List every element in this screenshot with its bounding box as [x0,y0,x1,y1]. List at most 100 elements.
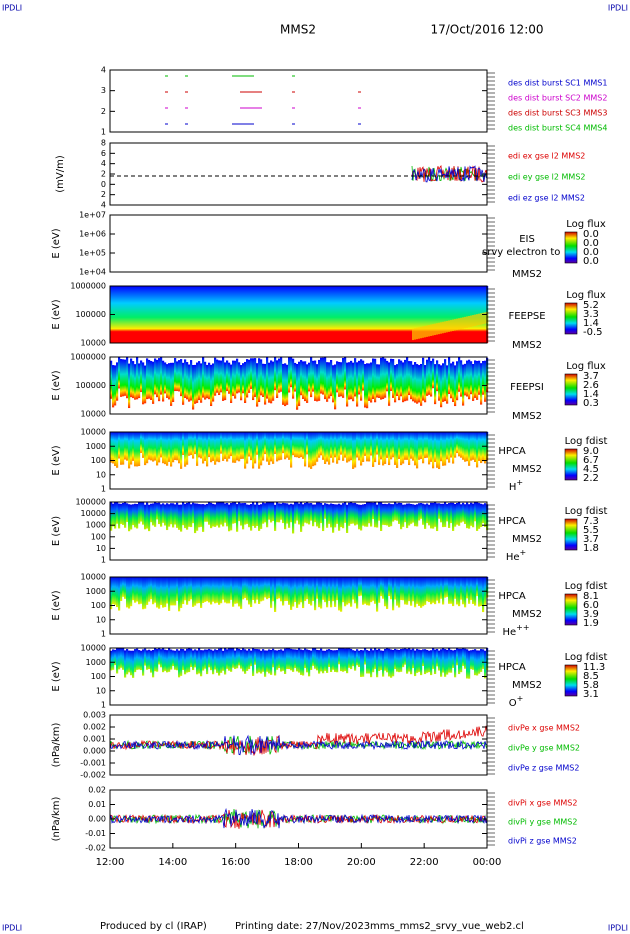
spectrogram-strip [268,286,271,343]
spectrogram-strip [258,432,261,469]
spectrogram-strip [280,503,283,520]
colorbar [564,231,578,264]
spectrogram-strip [394,502,397,521]
spectrogram-strip [262,502,265,524]
y-tick-label: 0.000 [83,747,106,756]
spectrogram-strip [214,357,217,396]
spectrogram-strip [274,577,277,612]
spectrogram-strip [396,577,399,606]
spectrogram-strip [250,577,253,608]
spectrogram-strip [410,649,413,675]
spectrogram-strip [372,502,375,520]
spectrogram-strip [348,432,351,462]
spectrogram-strip [156,286,159,343]
spectrogram-strip [350,502,353,524]
spectrogram-strip [414,328,417,340]
spectrogram-strip [328,432,331,465]
spectrogram-strip [214,286,217,343]
spectrogram-strip [234,502,237,524]
spectrogram-strip [438,650,441,671]
spectrogram-strip [428,432,431,465]
spectrogram-strip [448,357,451,394]
spectrogram-strip [446,504,449,522]
spectrogram-strip [418,327,421,339]
spectrogram-strip [264,503,267,523]
spectrogram-strip [282,650,285,671]
legend-entry: edi ey gse l2 MMS2 [508,173,586,182]
spectrogram-strip [422,649,425,667]
colorbar-label: 3.7 [583,534,599,545]
spectrogram-strip [242,503,245,530]
spectrogram-strip [454,577,457,599]
spectrogram-strip [156,432,159,466]
spectrogram-strip [222,577,225,600]
colorbar-label: 0.0 [583,256,599,267]
spectrogram-strip [176,286,179,343]
spectrogram-strip [312,504,315,527]
spectrogram-strip [362,504,365,526]
species-charge: + [516,478,523,487]
spectrogram-strip [274,432,277,454]
colorbar-label: 2.6 [583,380,599,391]
spectrogram-strip [318,286,321,343]
spectrogram-strip [444,286,447,343]
colorbar-label: 4.5 [583,464,599,475]
spectrogram-strip [338,577,341,611]
spectrogram-strip [258,358,261,403]
spectrogram-strip [290,577,293,610]
spectrogram-strip [278,286,281,343]
y-tick-label: 2 [101,190,106,199]
spectrogram-strip [134,432,137,467]
instrument-label: FEEPSI [510,382,544,393]
spectrogram-strip [212,286,215,343]
spectrogram-strip [184,359,187,398]
colorbar-label: 3.9 [583,609,599,620]
spectrogram-strip [416,648,419,673]
spectrogram-strip [422,432,425,464]
spectrogram-strip [300,286,303,343]
spectrogram-strip [252,358,255,401]
spectrogram-strip [248,359,251,393]
spectrogram-strip [298,286,301,343]
spectrogram-strip [220,502,223,525]
spectrogram-strip [468,359,471,400]
spectrogram-strip [216,359,219,393]
footer-date: Printing date: 27/Nov/2023 [235,921,370,932]
colorbar-label: 3.7 [583,371,599,382]
spectrogram-strip [398,432,401,459]
spectrogram-strip [172,650,175,667]
spectrogram-strip [390,504,393,527]
spectrogram-strip [180,504,183,532]
panel: 1000000 100000 10000 E (eV) FEEPSI MMS2 Log fl… [51,353,606,423]
spectrogram-strip [270,432,273,462]
spectrogram-strip [452,319,455,331]
spectrogram-strip [450,432,453,458]
spectrogram-strip [406,503,409,529]
spectrogram-strip [282,502,285,524]
spectrogram-strip [402,432,405,464]
spectrogram-strip [186,432,189,465]
spectrogram-strip [208,648,211,668]
spectrogram-strip [254,286,257,343]
spectrogram-strip [440,432,443,462]
spectrogram-strip [424,577,427,605]
spectrogram-strip [210,577,213,605]
spectrogram-strip [188,648,191,673]
spectrogram-strip [222,502,225,527]
spectrogram-strip [326,503,329,528]
spectrogram-strip [116,577,119,608]
colorbar-title: Log fdist [565,652,608,663]
spectrogram-strip [398,286,401,343]
spectrogram-strip [196,503,199,531]
spectrogram-strip [310,650,313,670]
spectrogram-strip [338,648,341,665]
spectrogram-strip [206,649,209,675]
y-axis-label: E (eV) [51,299,62,329]
spectrogram-strip [154,577,157,603]
spectrogram-strip [230,432,233,457]
spectrogram-strip [308,432,311,468]
y-tick-label: 2 [101,107,106,116]
spectrogram-strip [404,577,407,605]
spectrogram-strip [460,360,463,397]
spectrogram-strip [388,286,391,343]
